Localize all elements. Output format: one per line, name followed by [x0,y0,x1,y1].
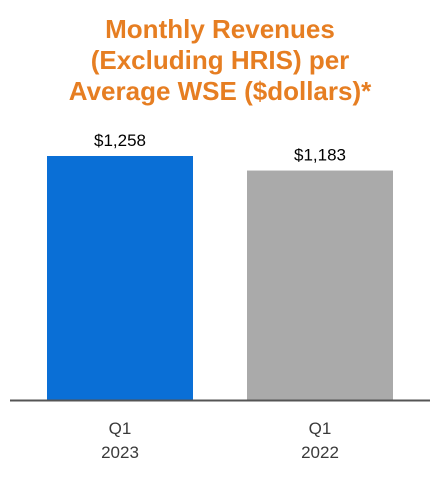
chart-title-line-2: (Excluding HRIS) per [90,45,350,75]
chart-title: Monthly Revenues (Excluding HRIS) per Av… [0,14,440,107]
x-tick-label-2-line-2: 2022 [301,443,339,462]
bar-2 [247,170,393,400]
data-label-2: $1,183 [294,146,346,165]
x-tick-label-1-line-2: 2023 [101,443,139,462]
chart-title-line-1: Monthly Revenues [105,14,335,44]
chart-title-line-3: Average WSE ($dollars)* [68,76,372,106]
data-label-1: $1,258 [94,131,146,150]
x-tick-label-1-line-1: Q1 [109,419,132,438]
bar-1 [47,156,193,400]
x-tick-label-2-line-1: Q1 [309,419,332,438]
